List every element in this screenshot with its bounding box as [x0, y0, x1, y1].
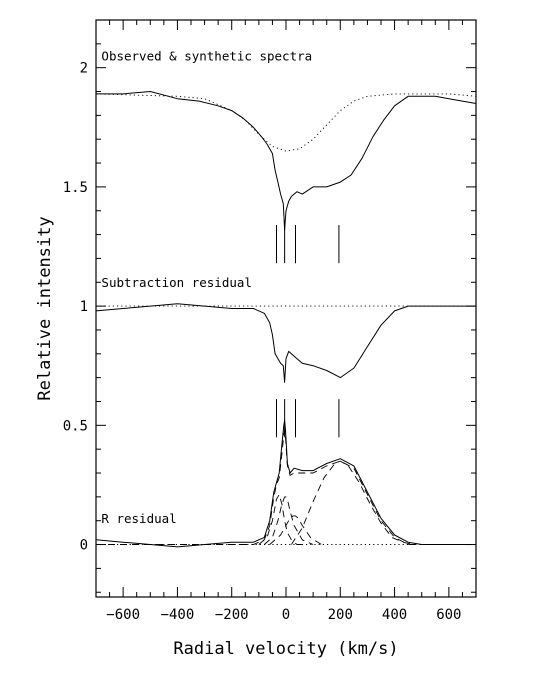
panel-label: Subtraction residual: [101, 275, 252, 290]
y-tick-label: 0: [80, 538, 88, 554]
series-line-dashed: [264, 496, 314, 545]
x-tick-labels: −600 −400 −200 0 200 400 600: [106, 607, 461, 623]
x-tick-label: −600: [106, 607, 140, 623]
x-tick-label: −400: [161, 607, 195, 623]
panel-labels: Observed & synthetic spectra Subtraction …: [101, 49, 312, 527]
series-line-dashed: [96, 429, 476, 545]
y-tick-label: 2: [80, 61, 88, 77]
tick-marks: [96, 20, 476, 597]
x-axis-label: Radial velocity (km/s): [173, 639, 398, 659]
y-axis-label: Relative intensity: [35, 216, 55, 400]
panel-label: R residual: [101, 511, 176, 526]
y-tick-labels: 0 0.5 1 1.5 2: [63, 61, 88, 554]
series-line-solid: [96, 91, 477, 231]
series-line-dashed: [291, 460, 414, 545]
y-tick-label: 1.5: [63, 180, 88, 196]
x-tick-label: 200: [328, 607, 353, 623]
velocity-markers: [276, 225, 340, 438]
series-line-solid: [95, 303, 476, 383]
series-line-dashed: [269, 515, 322, 545]
series-layer: [95, 91, 477, 548]
series-line-dashed: [258, 494, 305, 545]
y-tick-label: 0.5: [63, 418, 88, 434]
y-tick-label: 1: [80, 299, 88, 315]
x-tick-label: 400: [382, 607, 407, 623]
series-line-dotted: [95, 93, 477, 152]
x-tick-label: 600: [436, 607, 461, 623]
x-tick-label: −200: [215, 607, 249, 623]
x-tick-label: 0: [282, 607, 290, 623]
panel-label: Observed & synthetic spectra: [101, 49, 312, 64]
plot-frame: [95, 19, 477, 598]
series-line-solid: [95, 420, 476, 548]
